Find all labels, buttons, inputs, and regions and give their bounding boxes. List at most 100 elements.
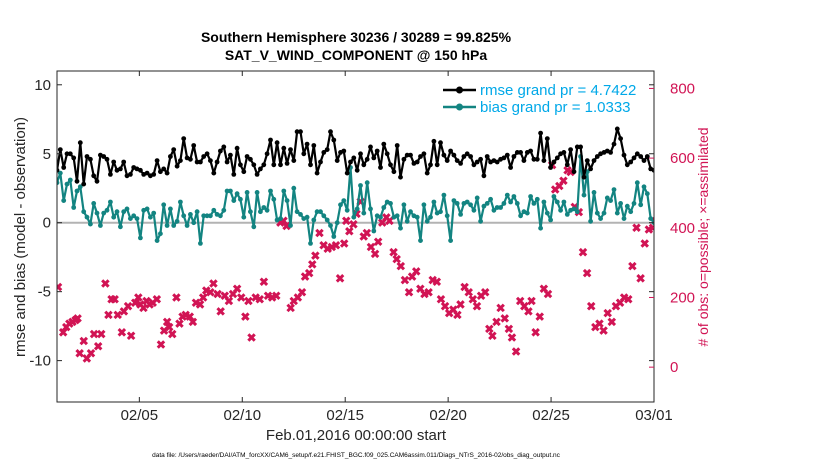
bias-point — [234, 191, 240, 197]
rmse-point — [258, 166, 263, 172]
rmse-point — [161, 166, 167, 172]
bias-point — [138, 235, 143, 241]
rmse-point — [67, 151, 73, 157]
rmse-point — [111, 159, 117, 165]
bias-series — [57, 154, 654, 246]
bias-point — [181, 213, 187, 219]
rmse-point — [274, 140, 280, 146]
obs-assimilated-point — [57, 282, 63, 292]
rmse-point — [158, 169, 163, 175]
rmse-point — [454, 158, 460, 164]
rmse-point — [314, 170, 320, 176]
rmse-point — [468, 154, 473, 159]
obs-assimilated-point — [282, 221, 291, 231]
obs-assimilated-point — [392, 254, 401, 264]
y2-axis-label: # of obs: o=possible; ×=assimilated — [695, 127, 711, 346]
rmse-point — [294, 129, 300, 135]
bias-point — [614, 210, 620, 216]
obs-assimilated-point — [134, 293, 143, 302]
obs-assimilated-point — [504, 324, 514, 334]
rmse-point — [118, 166, 123, 172]
bias-point — [161, 202, 167, 208]
obs-assimilated-point — [123, 301, 133, 311]
bias-point — [314, 209, 320, 215]
rmse-point — [464, 151, 470, 157]
bias-point — [641, 184, 647, 190]
bias-point — [554, 199, 560, 205]
obs-assimilated-point — [636, 274, 645, 283]
bias-point — [484, 201, 490, 206]
bias-point — [98, 223, 103, 228]
bias-point — [284, 198, 290, 204]
obs-assimilated-point — [96, 329, 106, 339]
rmse-point — [291, 158, 297, 164]
rmse-point — [424, 170, 430, 176]
rmse-point — [571, 169, 577, 175]
rmse-point — [298, 129, 303, 135]
bias-point — [124, 206, 130, 212]
rmse-point — [278, 162, 283, 168]
obs-assimilated-point — [195, 300, 205, 309]
bias-point — [77, 184, 83, 190]
rmse-point — [254, 172, 260, 177]
y2-tick-label: 0 — [670, 359, 678, 376]
obs-assimilated-point — [385, 216, 394, 226]
rmse-point — [234, 145, 240, 151]
rmse-point — [104, 156, 110, 162]
rmse-point — [434, 162, 440, 168]
rmse-point — [344, 170, 350, 176]
rmse-point — [538, 130, 543, 136]
bias-point — [481, 203, 487, 209]
bias-point — [81, 209, 87, 215]
rmse-point — [181, 136, 187, 142]
rmse-point — [621, 152, 627, 158]
y-tick-label: 0 — [43, 215, 51, 232]
obs-assimilated-point — [175, 319, 184, 328]
bias-point — [648, 216, 654, 222]
bias-point — [528, 194, 533, 199]
rmse-point — [588, 166, 593, 172]
rmse-point — [504, 152, 510, 158]
obs-assimilated-point — [213, 289, 222, 299]
obs-assimilated-point — [468, 294, 478, 304]
bias-point — [414, 214, 420, 220]
rmse-point — [414, 159, 420, 165]
y2-tick-label: 600 — [670, 150, 695, 167]
obs-assimilated-point — [543, 289, 553, 299]
rmse-point — [408, 152, 413, 158]
rmse-point — [251, 162, 257, 168]
obs-assimilated-point — [485, 324, 494, 334]
bias-point — [191, 220, 197, 226]
bias-point — [644, 191, 650, 197]
obs-assimilated-point — [130, 298, 140, 307]
bias-point — [248, 209, 253, 215]
plot-frame — [56, 70, 655, 403]
bias-point — [271, 196, 277, 202]
plot-area — [57, 71, 654, 402]
rmse-point — [194, 159, 200, 165]
bias-point — [531, 201, 537, 206]
bias-point — [321, 213, 327, 219]
x-tick-label: 03/01 — [635, 407, 673, 424]
obs-assimilated-point — [678, 338, 684, 344]
bias-point — [611, 187, 617, 193]
rmse-point — [544, 136, 550, 142]
bias-point — [441, 192, 447, 198]
obs-assimilated-point — [496, 303, 505, 313]
obs-assimilated-point — [586, 301, 596, 311]
bias-point — [548, 217, 553, 223]
obs-assimilated-point — [472, 301, 482, 311]
obs-assimilated-point — [511, 347, 521, 356]
bias-point — [168, 206, 173, 212]
obs-assimilated-point — [58, 328, 68, 337]
obs-assimilated-point — [311, 251, 320, 260]
legend: rmse grand pr = 4.7422 bias grand pr = 1… — [443, 82, 636, 116]
bias-point — [114, 209, 120, 215]
bias-point — [458, 212, 463, 217]
bias-point — [478, 218, 483, 224]
rmse-point — [428, 162, 433, 168]
bias-point — [491, 207, 497, 213]
obs-assimilated-point — [524, 307, 533, 316]
bias-point — [388, 201, 393, 206]
rmse-point — [354, 167, 360, 173]
